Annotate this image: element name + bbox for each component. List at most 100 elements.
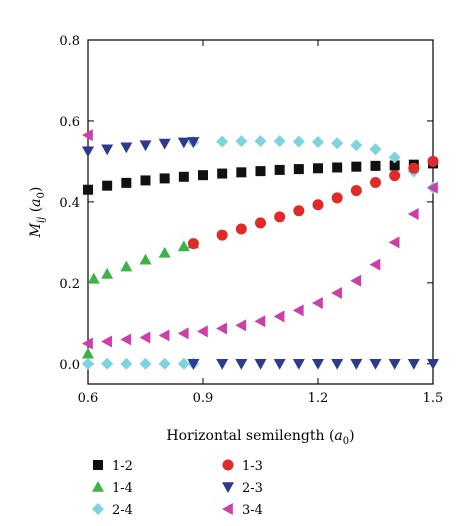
legend: 1-2 1-3 1-4 2-3 2-4 3-4 bbox=[92, 459, 263, 518]
data-point bbox=[217, 168, 228, 179]
data-point bbox=[370, 160, 381, 171]
axis-ticks: 0.6 0.9 1.2 1.5 0.0 0.2 0.4 0.6 0.8 bbox=[59, 34, 443, 406]
data-point bbox=[369, 143, 382, 156]
data-point bbox=[389, 160, 400, 171]
data-point bbox=[177, 240, 190, 252]
data-point bbox=[187, 358, 200, 370]
data-point bbox=[427, 358, 439, 370]
y-axis-title: Mij (a0) bbox=[28, 187, 47, 239]
legend-label: 1-2 bbox=[112, 459, 133, 474]
y-tick-label: 0.6 bbox=[59, 115, 80, 130]
data-marks bbox=[82, 129, 439, 370]
legend-marker bbox=[222, 503, 233, 515]
legend-label: 1-4 bbox=[112, 481, 133, 496]
data-point bbox=[331, 286, 342, 299]
plot-frame bbox=[87, 39, 434, 385]
series-1-4 bbox=[82, 237, 200, 359]
x-axis-title-text: Horizontal semilength ( bbox=[166, 428, 334, 444]
data-point bbox=[82, 337, 93, 350]
data-point bbox=[235, 223, 247, 235]
data-point bbox=[177, 357, 190, 370]
data-point bbox=[292, 304, 304, 317]
legend-marker bbox=[92, 481, 104, 492]
data-point bbox=[332, 162, 343, 173]
legend-item-2-4: 2-4 bbox=[92, 503, 133, 518]
legend-marker bbox=[92, 503, 104, 515]
y-axis-title-symbol: M bbox=[28, 222, 44, 238]
data-point bbox=[427, 155, 439, 167]
data-point bbox=[82, 129, 93, 142]
series-1-3 bbox=[187, 155, 439, 250]
plot-border bbox=[87, 39, 434, 385]
data-point bbox=[177, 137, 190, 149]
data-point bbox=[187, 137, 200, 148]
data-point bbox=[351, 161, 362, 172]
data-point bbox=[313, 163, 323, 174]
y-axis-title-unit-subscript: 0 bbox=[36, 192, 47, 198]
data-point bbox=[292, 135, 305, 148]
data-point bbox=[159, 173, 170, 184]
data-point bbox=[274, 211, 286, 223]
x-tick-label: 1.5 bbox=[423, 391, 444, 406]
data-point bbox=[255, 166, 266, 177]
data-point bbox=[388, 358, 401, 370]
data-point bbox=[197, 325, 208, 338]
data-point bbox=[389, 170, 401, 182]
data-point bbox=[235, 358, 248, 370]
x-axis-title-symbol: a bbox=[334, 428, 342, 444]
x-tick-label: 0.6 bbox=[78, 391, 99, 406]
data-point bbox=[235, 319, 247, 332]
data-point bbox=[158, 357, 171, 370]
data-point bbox=[139, 357, 152, 370]
data-point bbox=[101, 357, 114, 370]
legend-label: 1-3 bbox=[242, 459, 263, 474]
data-point bbox=[369, 358, 382, 370]
data-point bbox=[101, 144, 114, 156]
data-point bbox=[312, 135, 324, 148]
data-point bbox=[254, 358, 267, 370]
data-point bbox=[158, 246, 171, 258]
legend-item-1-3: 1-3 bbox=[222, 459, 263, 474]
data-point bbox=[235, 135, 248, 148]
data-point bbox=[255, 217, 266, 229]
data-point bbox=[350, 139, 363, 152]
data-point bbox=[101, 335, 112, 348]
data-point bbox=[139, 331, 151, 344]
data-point bbox=[388, 236, 400, 249]
data-point bbox=[254, 315, 266, 328]
legend-label: 2-4 bbox=[112, 503, 133, 518]
data-point bbox=[350, 185, 362, 197]
data-point bbox=[331, 192, 343, 204]
x-axis-title-end: ) bbox=[349, 428, 354, 444]
legend-marker bbox=[93, 460, 103, 470]
data-point bbox=[140, 175, 151, 186]
legend-marker bbox=[222, 482, 234, 493]
data-point bbox=[292, 358, 305, 370]
data-point bbox=[177, 327, 189, 340]
data-point bbox=[407, 208, 419, 221]
data-point bbox=[198, 170, 208, 181]
legend-item-2-3: 2-3 bbox=[222, 481, 263, 496]
data-point bbox=[120, 333, 132, 346]
data-point bbox=[274, 164, 285, 175]
legend-item-1-4: 1-4 bbox=[92, 481, 133, 496]
data-point bbox=[273, 358, 286, 370]
data-point bbox=[388, 151, 401, 164]
data-point bbox=[312, 199, 324, 211]
x-tick-label: 0.9 bbox=[193, 391, 214, 406]
x-axis-title: Horizontal semilength (a0) bbox=[166, 428, 354, 447]
data-point bbox=[216, 229, 228, 241]
data-point bbox=[369, 258, 381, 271]
legend-item-3-4: 3-4 bbox=[222, 503, 263, 518]
data-point bbox=[273, 310, 285, 323]
legend-marker bbox=[222, 459, 234, 471]
legend-label: 2-3 bbox=[242, 481, 263, 496]
x-tick-label: 1.2 bbox=[308, 391, 329, 406]
data-point bbox=[350, 274, 362, 287]
data-point bbox=[370, 176, 381, 188]
x-axis-title-subscript: 0 bbox=[343, 436, 349, 447]
data-point bbox=[187, 238, 199, 250]
y-axis-title-end: ) bbox=[28, 187, 44, 192]
y-tick-label: 0.2 bbox=[59, 277, 80, 292]
